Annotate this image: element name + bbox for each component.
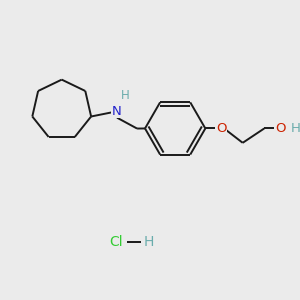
Text: O: O xyxy=(275,122,285,135)
Text: N: N xyxy=(112,105,122,118)
Text: Cl: Cl xyxy=(110,235,123,249)
Text: O: O xyxy=(216,122,226,135)
Text: H: H xyxy=(291,122,300,135)
Text: H: H xyxy=(121,89,129,102)
Text: H: H xyxy=(143,235,154,249)
